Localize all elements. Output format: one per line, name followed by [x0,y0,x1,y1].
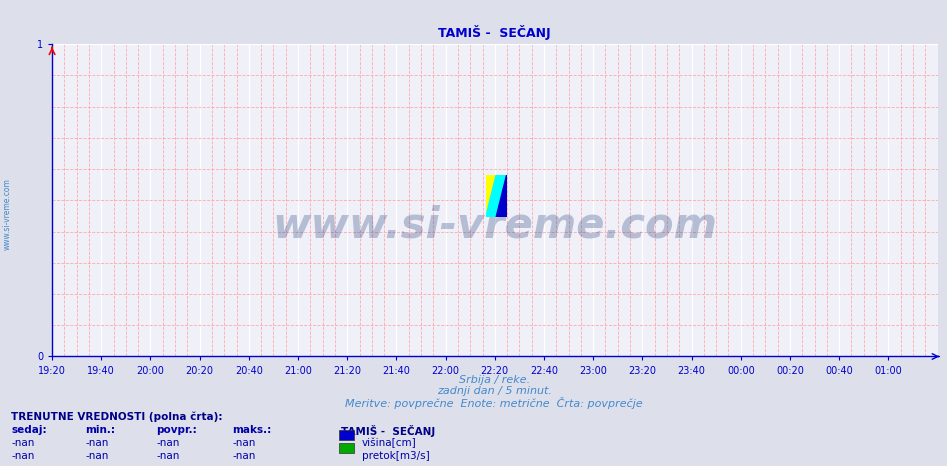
Polygon shape [486,175,496,217]
Text: www.si-vreme.com: www.si-vreme.com [3,178,12,250]
Text: -nan: -nan [156,451,180,460]
Text: povpr.:: povpr.: [156,425,197,435]
Text: -nan: -nan [232,438,256,448]
Text: -nan: -nan [11,438,35,448]
Polygon shape [486,175,507,217]
Text: višina[cm]: višina[cm] [362,438,417,448]
Text: maks.:: maks.: [232,425,271,435]
Text: zadnji dan / 5 minut.: zadnji dan / 5 minut. [437,386,552,396]
Text: min.:: min.: [85,425,116,435]
Text: -nan: -nan [85,451,109,460]
Text: -nan: -nan [85,438,109,448]
Text: -nan: -nan [232,451,256,460]
Text: www.si-vreme.com: www.si-vreme.com [273,205,717,247]
Text: Srbija / reke.: Srbija / reke. [458,375,530,385]
Text: TRENUTNE VREDNOSTI (polna črta):: TRENUTNE VREDNOSTI (polna črta): [11,411,223,422]
Text: sedaj:: sedaj: [11,425,47,435]
Text: pretok[m3/s]: pretok[m3/s] [362,451,430,460]
Text: -nan: -nan [156,438,180,448]
Polygon shape [496,175,507,217]
Text: -nan: -nan [11,451,35,460]
Title: TAMIŠ -  SEČANJ: TAMIŠ - SEČANJ [438,25,551,41]
Text: Meritve: povprečne  Enote: metrične  Črta: povprečje: Meritve: povprečne Enote: metrične Črta:… [346,397,643,409]
Text: TAMIŠ -  SEČANJ: TAMIŠ - SEČANJ [341,425,436,437]
